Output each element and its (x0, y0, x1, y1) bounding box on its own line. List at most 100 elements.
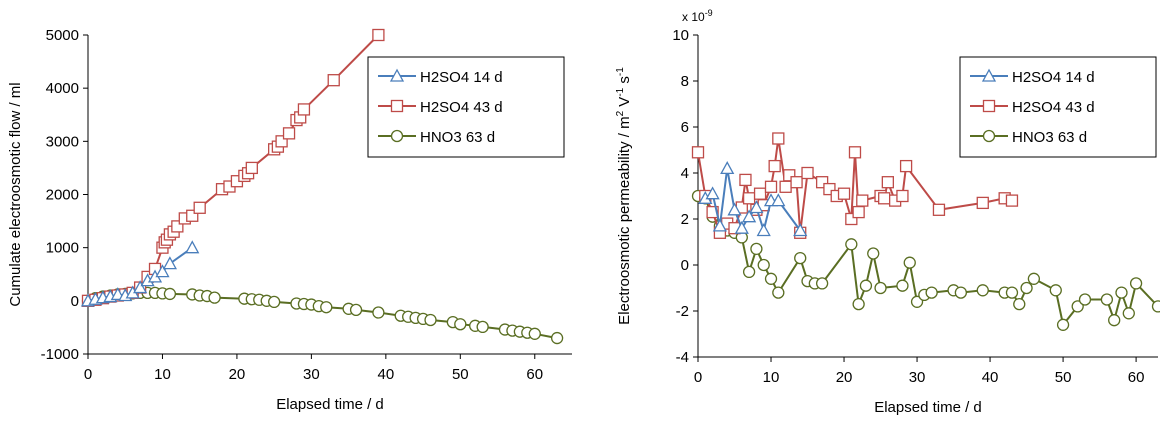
data-point (193, 201, 206, 214)
data-point (1122, 307, 1135, 320)
data-point (349, 303, 363, 317)
y-tick-label: 1000 (46, 240, 79, 257)
chart-right: -4 -2 0 2 4 6 8 10 0 10 20 30 40 50 60 Elapsed time / d… (615, 8, 1160, 416)
legend-swatch-marker (390, 129, 404, 143)
data-point (705, 186, 720, 200)
data-point (712, 218, 727, 232)
x-tick-label: 60 (1128, 369, 1145, 386)
series-3 (81, 286, 564, 345)
y-axis-label-part: V (616, 97, 633, 111)
data-point (133, 280, 148, 294)
data-point (764, 180, 778, 193)
x-tick-label: 10 (154, 366, 171, 383)
data-point (764, 272, 778, 285)
y-tick-label: 8 (681, 73, 689, 90)
data-point (739, 173, 752, 187)
data-point (757, 258, 770, 272)
data-point (372, 306, 385, 319)
x-tick-label: 50 (452, 366, 469, 383)
y-axis-label-part: 2 (615, 110, 626, 116)
y-tick-label: 4000 (46, 80, 79, 97)
x-tick-label: 20 (836, 369, 853, 386)
data-point (1115, 286, 1128, 299)
axis-multiplier-base: x 10 (682, 10, 705, 24)
legend-label: HNO3 63 d (420, 129, 495, 146)
data-point (162, 256, 178, 270)
x-tick-label: 10 (763, 369, 780, 386)
y-tick-label: 0 (71, 293, 79, 310)
data-point (845, 212, 858, 226)
x-tick-label: 40 (982, 369, 999, 386)
data-point (691, 146, 705, 159)
data-point (881, 176, 894, 189)
data-point (896, 189, 909, 203)
data-point (1151, 300, 1160, 313)
y-tick-label: 10 (672, 27, 689, 44)
data-point (727, 202, 742, 216)
data-point (976, 196, 989, 210)
data-point (753, 187, 767, 200)
data-point (320, 301, 333, 314)
data-point (815, 277, 829, 290)
legend-label: H2SO4 14 d (1012, 69, 1095, 86)
y-axis-label-part: -1 (615, 87, 626, 96)
y-tick-label: 3000 (46, 133, 79, 150)
legend-swatch-marker (390, 99, 404, 113)
data-point (268, 295, 281, 309)
y-tick-label: 2 (681, 211, 689, 228)
data-point (327, 74, 340, 87)
data-point (779, 180, 792, 193)
x-tick-label: 0 (84, 366, 92, 383)
data-point (424, 313, 437, 327)
data-point (476, 320, 489, 334)
axis-multiplier: x 10-9 (682, 8, 713, 24)
data-point (454, 318, 467, 331)
y-tick-label: 6 (681, 119, 689, 136)
data-point (771, 193, 786, 207)
x-tick-label: 50 (1055, 369, 1072, 386)
y-axis-label: Electroosmotic permeability / m2 V-1 s-1 (615, 67, 633, 325)
x-tick-label: 30 (909, 369, 926, 386)
data-point (742, 265, 756, 279)
data-point (954, 286, 968, 299)
y-tick-label: 2000 (46, 187, 79, 204)
data-point (823, 182, 836, 196)
data-point (783, 169, 796, 182)
data-point (550, 331, 564, 345)
legend-label: H2SO4 14 d (420, 69, 503, 86)
x-tick-label: 30 (303, 366, 320, 383)
data-point (852, 205, 865, 219)
data-point (1129, 277, 1143, 290)
data-point (859, 279, 873, 292)
data-point (720, 161, 735, 175)
y-axis-label: Cumulate electroosmotic flow / ml (7, 82, 24, 306)
data-point (856, 194, 869, 207)
legend-swatch-marker (982, 99, 996, 113)
data-point (845, 238, 858, 251)
data-point (794, 251, 807, 265)
data-point (155, 264, 170, 278)
data-point (852, 297, 865, 311)
legend-swatch-marker (982, 129, 996, 143)
data-point (1020, 281, 1033, 295)
data-point (772, 132, 785, 145)
data-point (925, 286, 938, 299)
data-point (742, 192, 756, 205)
y-tick-label: -1000 (41, 346, 79, 363)
data-point (899, 159, 913, 173)
data-point (1056, 318, 1070, 331)
data-point (186, 209, 199, 222)
data-point (163, 287, 177, 301)
data-point (1005, 286, 1019, 299)
y-axis-label-part: Electroosmotic permeability / m (616, 116, 633, 324)
x-tick-label: 60 (526, 366, 543, 383)
x-tick-label: 40 (378, 366, 395, 383)
legend-swatch-marker (981, 68, 997, 82)
data-point (208, 291, 221, 304)
data-point (768, 159, 781, 173)
series-2 (81, 28, 385, 307)
data-point (1005, 194, 1019, 207)
y-tick-label: 5000 (46, 27, 79, 44)
data-point (910, 295, 924, 308)
axis-multiplier-exponent: -9 (705, 8, 713, 18)
